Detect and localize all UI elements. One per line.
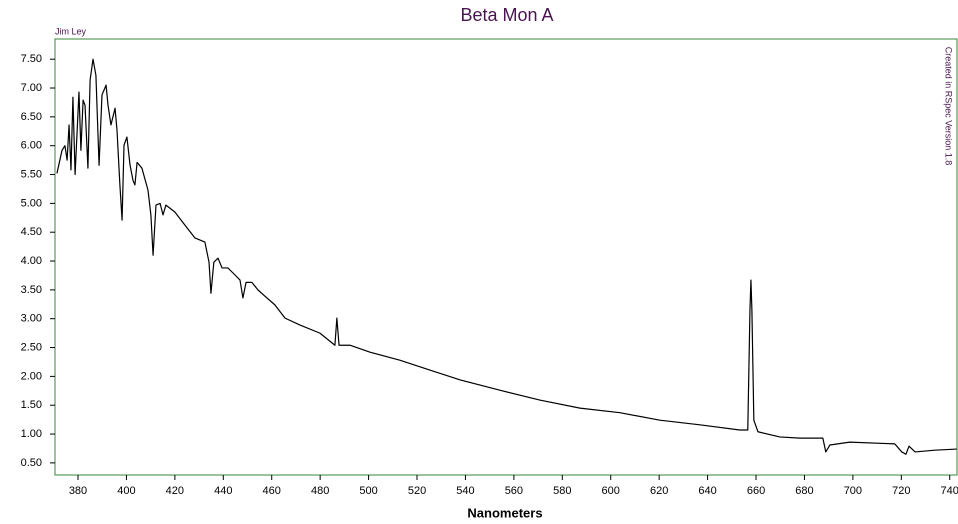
x-tick-label: 660 — [747, 485, 765, 497]
watermark: Created in RSpec Version 1.8 — [944, 47, 954, 166]
x-tick-label: 380 — [69, 485, 87, 497]
y-tick-label: 2.50 — [21, 341, 42, 353]
x-tick-label: 580 — [553, 485, 571, 497]
spectrum-line — [56, 58, 957, 455]
x-axis-label: Nanometers — [467, 505, 542, 520]
x-tick-label: 740 — [941, 485, 958, 497]
y-tick-label: 7.00 — [21, 82, 42, 94]
x-tick-label: 560 — [505, 485, 523, 497]
x-tick-label: 620 — [650, 485, 668, 497]
y-tick-label: 2.00 — [21, 370, 42, 382]
x-tick-label: 440 — [214, 485, 232, 497]
x-tick-label: 640 — [698, 485, 716, 497]
credit: Jim Ley — [55, 26, 87, 36]
chart-title: Beta Mon A — [460, 5, 553, 25]
x-tick-label: 680 — [795, 485, 813, 497]
y-tick-label: 5.00 — [21, 197, 42, 209]
y-tick-label: 6.50 — [21, 111, 42, 123]
y-tick-label: 4.50 — [21, 226, 42, 238]
x-tick-label: 480 — [311, 485, 329, 497]
x-tick-label: 460 — [263, 485, 281, 497]
x-tick-label: 600 — [602, 485, 620, 497]
x-tick-label: 400 — [117, 485, 135, 497]
x-tick-label: 520 — [408, 485, 426, 497]
y-tick-label: 1.00 — [21, 428, 42, 440]
y-tick-label: 5.50 — [21, 168, 42, 180]
y-tick-label: 6.00 — [21, 140, 42, 152]
y-tick-label: 4.00 — [21, 255, 42, 267]
x-tick-label: 540 — [456, 485, 474, 497]
y-tick-label: 3.00 — [21, 313, 42, 325]
y-tick-label: 0.50 — [21, 457, 42, 469]
x-tick-label: 420 — [166, 485, 184, 497]
y-tick-label: 7.50 — [21, 53, 42, 65]
y-tick-label: 3.50 — [21, 284, 42, 296]
x-tick-label: 700 — [844, 485, 862, 497]
x-tick-label: 720 — [892, 485, 910, 497]
x-tick-label: 500 — [359, 485, 377, 497]
plot-border — [54, 38, 958, 476]
y-tick-label: 1.50 — [21, 399, 42, 411]
